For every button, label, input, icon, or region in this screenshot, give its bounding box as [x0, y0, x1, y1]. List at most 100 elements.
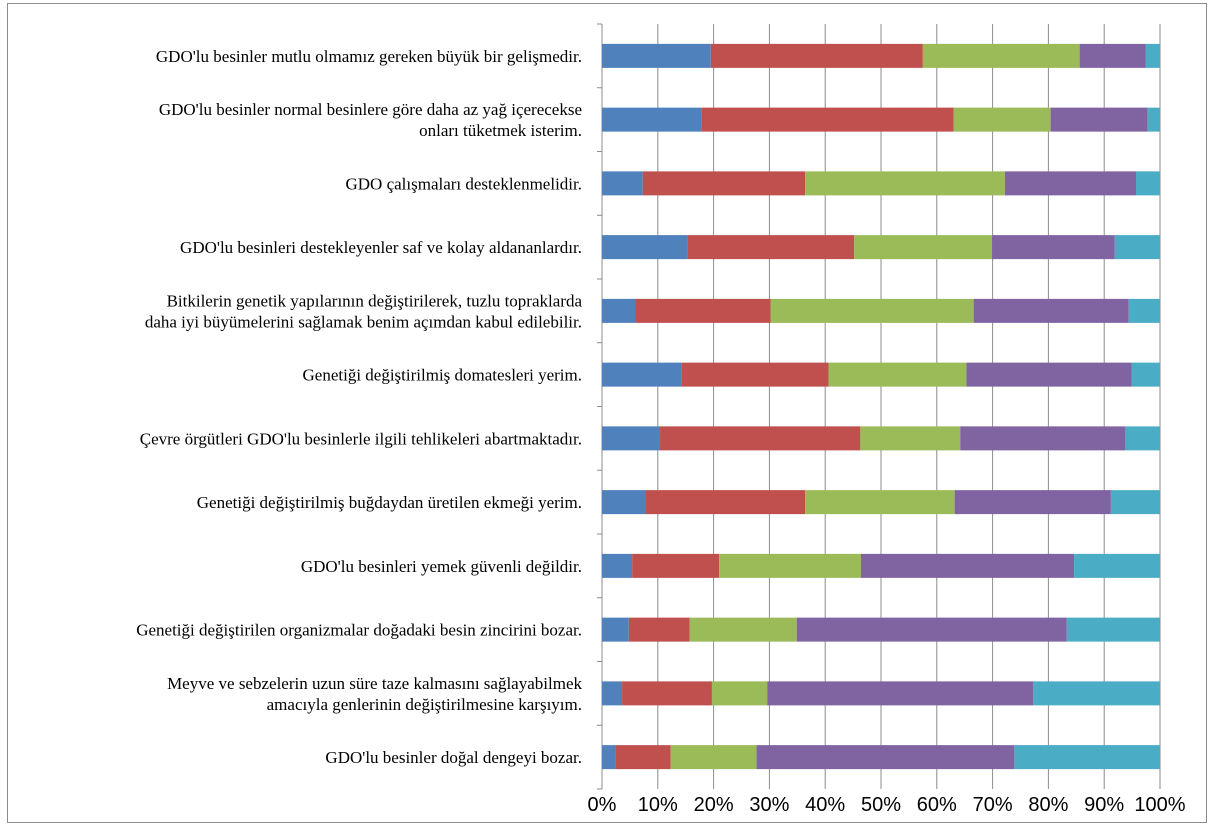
bar-segment [681, 362, 829, 387]
bar-segment [805, 490, 955, 515]
bar-segment [767, 681, 1034, 706]
bar-segment [922, 43, 1080, 68]
bar-segment [966, 362, 1132, 387]
bar-segment [1125, 426, 1160, 451]
bar-segment [701, 107, 954, 132]
bar-segment [670, 745, 757, 770]
bar-segment [622, 681, 712, 706]
category-label: GDO'lu besinler doğal dengeyi bozar. [325, 748, 582, 767]
bar-segment [642, 171, 806, 196]
bar-segment [1128, 298, 1160, 323]
category-label-line: Genetiği değiştirilmiş buğdaydan üretile… [197, 493, 582, 512]
x-tick-label: 20% [694, 794, 734, 816]
category-label-line: GDO'lu besinleri destekleyenler saf ve k… [180, 238, 582, 257]
category-label: Çevre örgütleri GDO'lu besinlerle ilgili… [140, 429, 582, 448]
bar-segment [828, 362, 967, 387]
category-label: GDO'lu besinler mutlu olmamız gereken bü… [156, 47, 582, 66]
category-label-line: GDO'lu besinler mutlu olmamız gereken bü… [156, 47, 582, 66]
bar-segment [660, 426, 861, 451]
bar-segment [602, 553, 633, 578]
bar-segment [602, 426, 661, 451]
bar-segment [719, 553, 861, 578]
bar-segment [628, 617, 690, 642]
x-tick-label: 60% [917, 794, 957, 816]
bar-segment [770, 298, 974, 323]
x-tick-label: 30% [749, 794, 789, 816]
bar-segment [1131, 362, 1160, 387]
bar-segment [953, 107, 1051, 132]
x-tick-label: 80% [1028, 794, 1068, 816]
bar-segment [602, 171, 643, 196]
category-label-line: daha iyi büyümelerini sağlamak benim açı… [145, 312, 582, 331]
x-tick-label: 100% [1134, 794, 1185, 816]
category-label: GDO'lu besinleri yemek güvenli değildir. [301, 557, 582, 576]
category-label: Genetiği değiştirilen organizmalar doğad… [136, 621, 582, 640]
bar-segment [687, 235, 855, 260]
bar-segment [1033, 681, 1160, 706]
category-label: Bitkilerin genetik yapılarının değiştiri… [145, 291, 583, 331]
bar-segment [1147, 107, 1160, 132]
bar-segment [854, 235, 993, 260]
category-label-line: Meyve ve sebzelerin uzun süre taze kalma… [167, 674, 582, 693]
bar-segment [602, 617, 629, 642]
bar-segment [1014, 745, 1160, 770]
category-label-line: GDO çalışmaları desteklenmelidir. [345, 174, 582, 193]
bar-segment [1050, 107, 1148, 132]
category-label: Genetiği değiştirilmiş buğdaydan üretile… [197, 493, 582, 512]
category-label-line: GDO'lu besinleri yemek güvenli değildir. [301, 557, 582, 576]
bar-segment [992, 235, 1115, 260]
category-label: Meyve ve sebzelerin uzun süre taze kalma… [167, 674, 582, 714]
bar-segment [973, 298, 1129, 323]
bar-segment [805, 171, 1005, 196]
category-label-line: onları tüketmek isterim. [419, 121, 582, 140]
category-label-line: Genetiği değiştirilmiş domatesleri yerim… [303, 366, 583, 385]
category-label: Genetiği değiştirilmiş domatesleri yerim… [303, 366, 583, 385]
x-tick-label: 0% [588, 794, 617, 816]
x-tick-label: 50% [861, 794, 901, 816]
bar-segment [635, 298, 771, 323]
bar-segment [1074, 553, 1160, 578]
gridlines [597, 23, 1161, 790]
category-label-line: GDO'lu besinler normal besinlere göre da… [159, 100, 582, 119]
bar-segment [860, 426, 961, 451]
bar-segment [689, 617, 797, 642]
bar-segment [710, 43, 923, 68]
x-tick-labels: 0% 10% 20% 30% 40% 50% 60% 70% 80% 90% 100% [588, 794, 1186, 816]
bar-segment [602, 43, 711, 68]
x-tick-label: 90% [1084, 794, 1124, 816]
stacked-bar-chart: GDO'lu besinler mutlu olmamız gereken bü… [136, 23, 1186, 816]
bar-segment [1114, 235, 1160, 260]
bar-segment [1066, 617, 1160, 642]
bar-segment [645, 490, 806, 515]
category-label-line: GDO'lu besinler doğal dengeyi bozar. [325, 748, 582, 767]
x-tick-label: 10% [638, 794, 678, 816]
bar-segment [602, 681, 623, 706]
bar-segment [1079, 43, 1146, 68]
x-tick-label: 70% [973, 794, 1013, 816]
category-labels: GDO'lu besinler mutlu olmamız gereken bü… [136, 47, 582, 767]
bar-segment [602, 107, 702, 132]
bar-segment [1004, 171, 1137, 196]
bar-segment [860, 553, 1075, 578]
bar-segment [602, 362, 682, 387]
category-label-line: Çevre örgütleri GDO'lu besinlerle ilgili… [140, 429, 582, 448]
bar-segment [602, 490, 646, 515]
bars [602, 43, 1160, 770]
x-tick-label: 40% [805, 794, 845, 816]
bar-segment [602, 298, 636, 323]
category-label-line: amacıyla genlerinin değiştirilmesine kar… [267, 695, 582, 714]
bar-segment [954, 490, 1111, 515]
bar-segment [632, 553, 720, 578]
bar-segment [1145, 43, 1160, 68]
category-label-line: Bitkilerin genetik yapılarının değiştiri… [167, 291, 583, 310]
bar-segment [1110, 490, 1160, 515]
bar-segment [602, 745, 616, 770]
category-label-line: Genetiği değiştirilen organizmalar doğad… [136, 621, 582, 640]
chart-frame: GDO'lu besinler mutlu olmamız gereken bü… [7, 3, 1207, 823]
category-label: GDO'lu besinleri destekleyenler saf ve k… [180, 238, 582, 257]
bar-segment [796, 617, 1067, 642]
bar-segment [615, 745, 671, 770]
bar-segment [711, 681, 768, 706]
bar-segment [1136, 171, 1160, 196]
category-label: GDO'lu besinler normal besinlere göre da… [159, 100, 582, 140]
